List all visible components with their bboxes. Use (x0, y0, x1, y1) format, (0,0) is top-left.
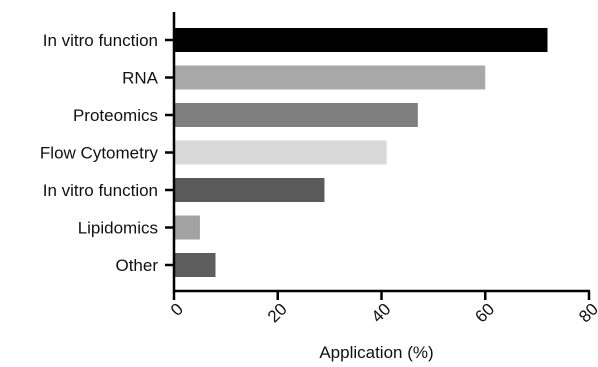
y-tick-marks-group (165, 38, 174, 267)
category-label: In vitro function (43, 181, 158, 200)
bar (174, 253, 216, 277)
category-label: Proteomics (73, 106, 158, 125)
bar (174, 215, 200, 240)
category-label: Lipidomics (78, 219, 158, 238)
x-tick-label: 20 (264, 300, 291, 327)
x-axis-title: Application (%) (319, 343, 433, 362)
x-tick-labels-group: 0 20 40 60 80 (167, 300, 598, 327)
x-tick-label: 40 (368, 300, 395, 327)
x-tick-marks-group (172, 291, 591, 300)
bar (174, 178, 325, 202)
bar (174, 28, 548, 52)
category-label: RNA (122, 69, 159, 88)
x-tick-label: 60 (471, 300, 498, 327)
bar (174, 103, 418, 127)
bar (174, 140, 387, 165)
category-label: In vitro function (43, 31, 158, 50)
x-tick-label: 80 (575, 300, 598, 327)
bar (174, 65, 486, 90)
category-labels-group: In vitro function RNA Proteomics Flow Cytom… (40, 31, 159, 275)
x-tick-label: 0 (167, 300, 187, 320)
category-label: Other (115, 256, 158, 275)
bars-group (174, 28, 548, 277)
category-label: Flow Cytometry (40, 144, 159, 163)
